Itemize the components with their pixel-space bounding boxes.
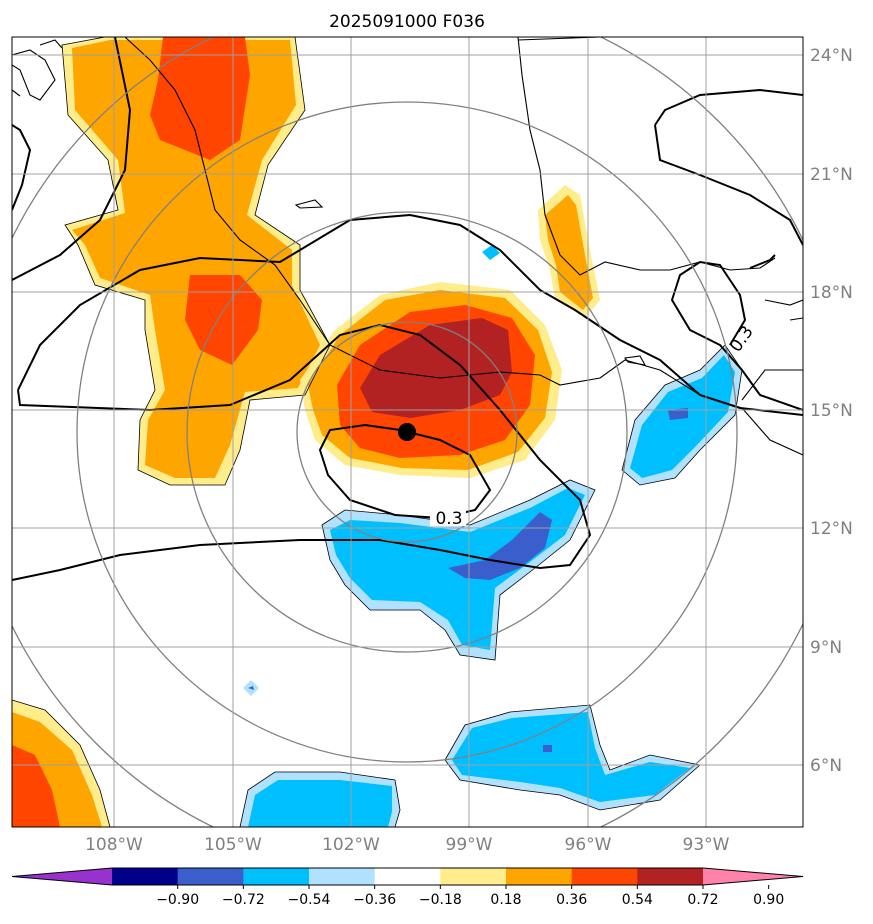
colorbar-swatch bbox=[112, 868, 179, 885]
colorbar-swatch bbox=[309, 868, 376, 885]
storm-center-marker bbox=[398, 423, 416, 441]
map-title: 2025091000 F036 bbox=[329, 12, 485, 32]
colorbar-tick-label: −0.72 bbox=[222, 892, 265, 908]
colorbar-swatch bbox=[571, 868, 638, 885]
lat-label: 9°N bbox=[810, 638, 842, 658]
lon-label: 105°W bbox=[204, 835, 262, 855]
colorbar-extension-low bbox=[12, 868, 112, 885]
lat-label: 18°N bbox=[810, 283, 853, 303]
lat-label: 6°N bbox=[810, 756, 842, 776]
anomaly-southeast-royal-blue bbox=[543, 745, 552, 752]
colorbar-tick-label: −0.18 bbox=[419, 892, 462, 908]
lon-label: 108°W bbox=[85, 835, 143, 855]
gridlines bbox=[12, 37, 803, 827]
range-rings bbox=[12, 37, 803, 827]
colorbar-swatch bbox=[243, 868, 310, 885]
anomaly-strip-orange bbox=[545, 195, 593, 310]
latitude-labels: 24°N 21°N 18°N 15°N 12°N 9°N 6°N bbox=[810, 46, 853, 776]
colorbar-swatch bbox=[506, 868, 573, 885]
colorbar-swatch bbox=[440, 868, 507, 885]
lat-label: 21°N bbox=[810, 165, 853, 185]
anomaly-east-royal-blue bbox=[668, 408, 688, 420]
colorbar-tick-label: −0.36 bbox=[353, 892, 396, 908]
colorbar: −0.90 −0.72 −0.54 −0.36 −0.18 0.18 0.36 0.54 0.7… bbox=[11, 867, 804, 908]
anomaly-south-royal-blue bbox=[448, 512, 552, 580]
contour-label-0p3-south: 0.3 bbox=[435, 509, 462, 529]
colorbar-tick-label: −0.54 bbox=[288, 892, 331, 908]
colorbar-tick-label: 0.90 bbox=[753, 892, 784, 908]
colorbar-swatch bbox=[374, 868, 441, 885]
colorbar-extension-high bbox=[703, 868, 803, 885]
coastlines bbox=[12, 37, 803, 456]
colorbar-outline bbox=[11, 867, 804, 886]
colorbar-tick-label: 0.36 bbox=[556, 892, 587, 908]
lon-label: 93°W bbox=[683, 835, 730, 855]
anomaly-southwest-blue bbox=[248, 780, 392, 827]
anomaly-speck-3 bbox=[248, 686, 254, 690]
colorbar-tick-label: 0.54 bbox=[622, 892, 653, 908]
lat-label: 12°N bbox=[810, 519, 853, 539]
colorbar-tick-label: −0.90 bbox=[156, 892, 199, 908]
map-content bbox=[12, 37, 803, 827]
contour-label-bg bbox=[430, 506, 466, 526]
lat-label: 24°N bbox=[810, 46, 853, 66]
lon-label: 102°W bbox=[322, 835, 380, 855]
lat-label: 15°N bbox=[810, 401, 853, 421]
lon-label: 99°W bbox=[446, 835, 493, 855]
colorbar-tick-label: 0.18 bbox=[490, 892, 521, 908]
anomaly-region-red-orange-2 bbox=[185, 275, 262, 365]
filled-contours bbox=[12, 37, 742, 827]
colorbar-swatch bbox=[177, 868, 244, 885]
map-frame bbox=[11, 36, 804, 828]
anomaly-region-red-orange bbox=[150, 37, 250, 160]
anomaly-southeast-blue bbox=[452, 712, 690, 802]
anomaly-speck-1 bbox=[482, 245, 500, 260]
lon-label: 96°W bbox=[565, 835, 612, 855]
colorbar-swatch bbox=[637, 868, 704, 885]
contour-0p3-lines bbox=[12, 37, 803, 581]
anomaly-core-dark-red bbox=[360, 318, 512, 418]
colorbar-tick-label: 0.72 bbox=[687, 892, 718, 908]
longitude-labels: 108°W 105°W 102°W 99°W 96°W 93°W bbox=[85, 835, 730, 855]
